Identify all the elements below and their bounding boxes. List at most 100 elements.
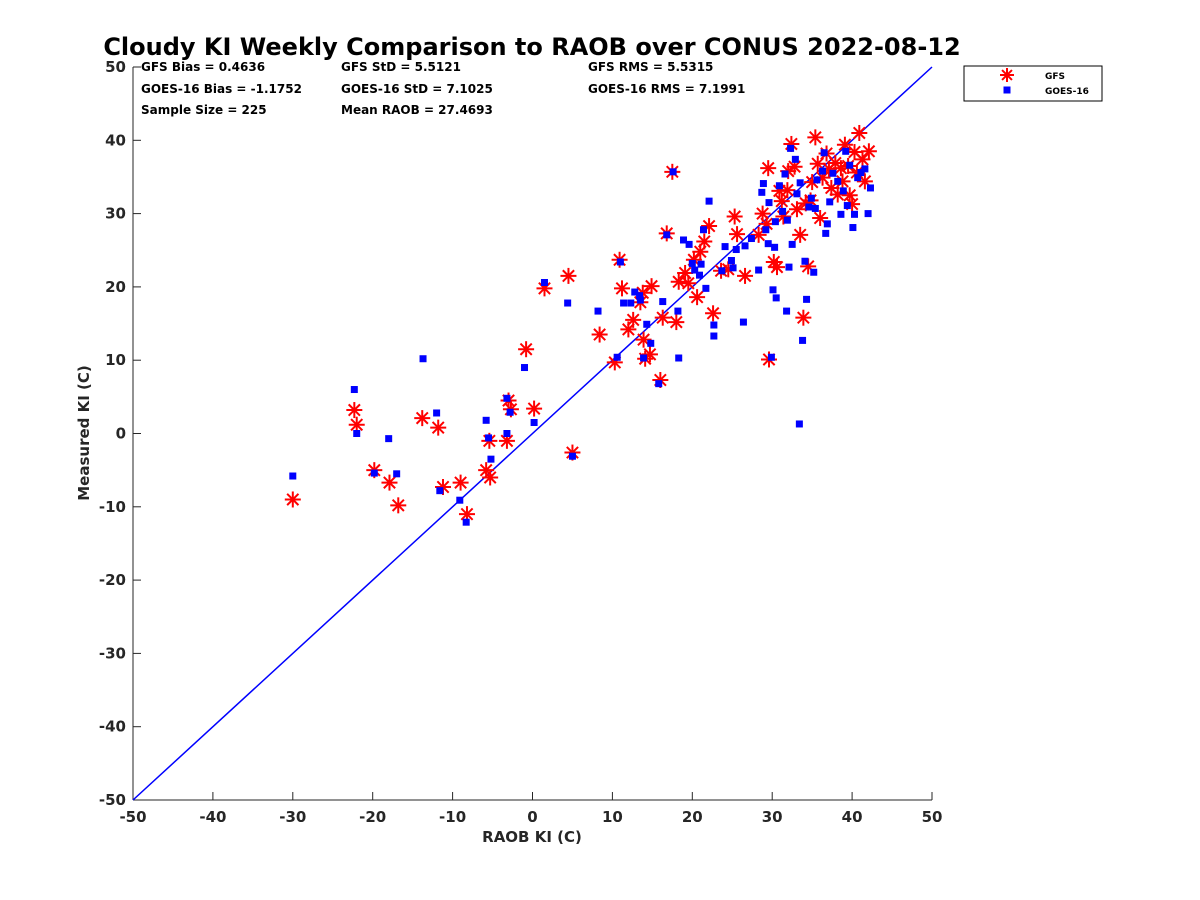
goes16-point: [864, 210, 872, 218]
stat-text: GFS Bias = 0.4636: [141, 60, 265, 74]
x-tick-label: -30: [279, 808, 306, 826]
goes16-point: [775, 182, 783, 190]
goes16-point: [419, 355, 427, 363]
goes16-point: [485, 434, 493, 442]
goes16-point: [803, 295, 811, 303]
goes16-point: [729, 264, 737, 272]
goes16-point: [705, 197, 713, 205]
goes16-point: [819, 167, 827, 175]
goes16-point: [822, 229, 830, 237]
goes16-point: [796, 179, 804, 187]
gfs-point: [654, 309, 671, 326]
gfs-point: [591, 326, 608, 343]
goes16-point: [732, 246, 740, 254]
goes16-point: [456, 496, 464, 504]
gfs-point: [726, 208, 743, 225]
goes16-point: [837, 210, 845, 218]
goes16-point: [691, 266, 699, 274]
goes16-point: [721, 243, 729, 251]
goes16-point: [643, 320, 651, 328]
chart-title: Cloudy KI Weekly Comparison to RAOB over…: [103, 33, 960, 61]
goes16-point: [530, 419, 538, 427]
goes16-point: [755, 266, 763, 274]
gfs-point: [696, 233, 713, 250]
stat-text: GOES-16 StD = 7.1025: [341, 82, 493, 96]
goes16-point: [765, 199, 773, 207]
goes16-point: [620, 299, 628, 307]
gfs-point: [705, 305, 722, 322]
goes16-point: [503, 430, 511, 437]
gfs-point: [478, 462, 495, 479]
goes16-point: [659, 298, 667, 306]
goes16-point: [699, 226, 707, 234]
goes16-point: [370, 469, 378, 477]
gfs-point: [430, 419, 447, 436]
gfs-point: [482, 469, 499, 486]
legend-goes16-marker: [1003, 86, 1011, 94]
goes16-point: [813, 176, 821, 184]
gfs-point: [771, 182, 788, 199]
gfs-point: [795, 309, 812, 326]
goes16-point: [636, 296, 644, 304]
goes16-point: [710, 332, 718, 340]
one-to-one-line: [132, 66, 933, 801]
gfs-point: [560, 267, 577, 284]
gfs-point: [851, 124, 868, 141]
goes16-point: [807, 194, 815, 202]
gfs-point: [760, 160, 777, 177]
goes16-point: [680, 236, 688, 244]
goes16-point: [289, 472, 297, 480]
gfs-point: [689, 289, 706, 306]
goes16-point: [506, 408, 514, 416]
gfs-point: [613, 280, 630, 297]
gfs-point: [390, 497, 407, 514]
gfs-point: [737, 267, 754, 284]
goes16-point: [503, 394, 511, 402]
y-tick-label: -50: [99, 791, 126, 809]
goes16-point: [540, 279, 548, 287]
goes16-point: [799, 336, 807, 344]
stat-text: GFS StD = 5.5121: [341, 60, 461, 74]
goes16-point: [769, 286, 777, 294]
gfs-point: [452, 474, 469, 491]
goes16-point: [433, 409, 441, 417]
y-tick-label: -30: [99, 644, 126, 662]
y-tick-label: 20: [105, 278, 126, 296]
goes16-point: [487, 455, 495, 463]
gfs-point: [680, 275, 697, 292]
gfs-point: [854, 151, 871, 168]
y-tick-label: 30: [105, 205, 126, 223]
goes16-point: [631, 288, 639, 296]
y-tick-label: -40: [99, 718, 126, 736]
goes16-point: [801, 257, 809, 265]
goes16-point: [627, 299, 635, 307]
gfs-point: [860, 143, 877, 160]
x-tick-label: -40: [199, 808, 226, 826]
x-tick-label: -20: [359, 808, 386, 826]
goes16-point: [697, 260, 705, 268]
goes16-point: [353, 430, 361, 437]
goes16-point: [771, 218, 779, 226]
legend-gfs-label: GFS: [1045, 72, 1065, 82]
goes16-point: [462, 518, 470, 526]
gfs-point: [729, 226, 746, 243]
goes16-point: [811, 204, 819, 212]
goes16-point: [739, 318, 747, 326]
gfs-point: [620, 321, 637, 338]
goes16-point: [820, 149, 828, 157]
goes16-point: [640, 354, 648, 362]
goes16-point: [771, 243, 779, 251]
gfs-point: [643, 278, 660, 295]
goes16-point: [727, 257, 735, 265]
goes16-point: [781, 170, 789, 178]
goes16-point: [791, 155, 799, 163]
goes16-point: [783, 307, 791, 315]
y-tick-label: 10: [105, 351, 126, 369]
goes16-point: [762, 226, 770, 234]
stat-text: GOES-16 RMS = 7.1991: [588, 82, 745, 96]
series-gfs: [284, 124, 877, 523]
goes16-point: [854, 174, 862, 182]
x-tick-label: 40: [842, 808, 863, 826]
gfs-point: [677, 264, 694, 281]
x-tick-label: -10: [439, 808, 466, 826]
